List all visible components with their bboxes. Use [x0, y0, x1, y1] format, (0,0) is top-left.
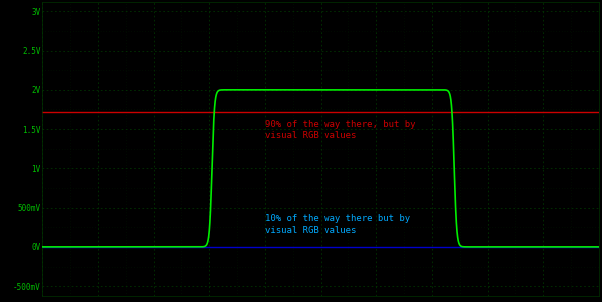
Text: 90% of the way there, but by
visual RGB values: 90% of the way there, but by visual RGB …	[265, 120, 415, 140]
Text: 10% of the way there but by
visual RGB values: 10% of the way there but by visual RGB v…	[265, 214, 410, 235]
